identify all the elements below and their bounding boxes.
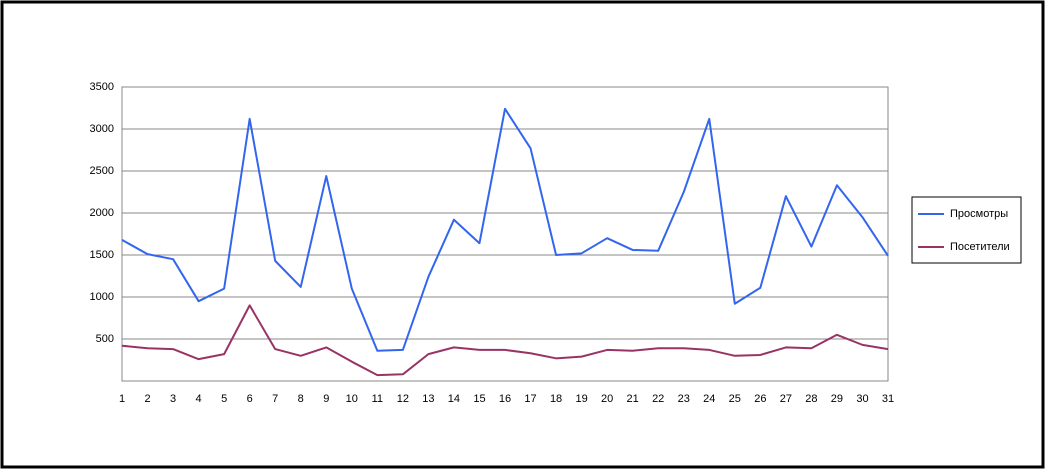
x-tick-label: 25 xyxy=(729,393,741,405)
x-tick-label: 9 xyxy=(323,393,329,405)
x-tick-label: 15 xyxy=(473,393,485,405)
x-tick-label: 10 xyxy=(346,393,358,405)
x-tick-label: 20 xyxy=(601,393,613,405)
x-tick-label: 2 xyxy=(144,393,150,405)
x-tick-label: 19 xyxy=(575,393,587,405)
series-line xyxy=(121,107,889,352)
x-tick-label: 16 xyxy=(499,393,511,405)
x-tick-label: 5 xyxy=(221,393,227,405)
x-tick-label: 31 xyxy=(882,393,894,405)
x-tick-label: 21 xyxy=(627,393,639,405)
x-tick-label: 3 xyxy=(170,393,176,405)
x-tick-label: 23 xyxy=(678,393,690,405)
x-tick-label: 8 xyxy=(298,393,304,405)
y-tick-label: 3500 xyxy=(90,81,114,93)
x-tick-label: 27 xyxy=(780,393,792,405)
x-tick-label: 29 xyxy=(831,393,843,405)
x-tick-label: 17 xyxy=(524,393,536,405)
x-tick-label: 18 xyxy=(550,393,562,405)
series-line xyxy=(121,304,889,377)
x-tick-label: 26 xyxy=(754,393,766,405)
y-tick-label: 3000 xyxy=(90,123,114,135)
y-tick-label: 500 xyxy=(96,333,114,345)
plot-area xyxy=(121,86,889,382)
y-tick-label: 2500 xyxy=(90,165,114,177)
legend-label: Посетители xyxy=(950,241,1010,253)
x-tick-label: 11 xyxy=(372,393,383,405)
x-tick-label: 7 xyxy=(272,393,278,405)
y-tick-label: 1000 xyxy=(90,291,114,303)
x-tick-label: 12 xyxy=(397,393,409,405)
x-tick-label: 1 xyxy=(119,393,125,405)
x-tick-label: 22 xyxy=(652,393,664,405)
x-tick-label: 28 xyxy=(805,393,817,405)
y-tick-label: 2000 xyxy=(90,207,114,219)
x-tick-label: 4 xyxy=(196,393,202,405)
x-tick-label: 13 xyxy=(422,393,434,405)
x-tick-label: 14 xyxy=(448,393,460,405)
legend xyxy=(911,196,1022,264)
x-tick-label: 24 xyxy=(703,393,715,405)
x-tick-label: 30 xyxy=(856,393,868,405)
x-tick-label: 6 xyxy=(247,393,253,405)
legend-label: Просмотры xyxy=(950,208,1008,220)
y-tick-label: 1500 xyxy=(90,249,114,261)
